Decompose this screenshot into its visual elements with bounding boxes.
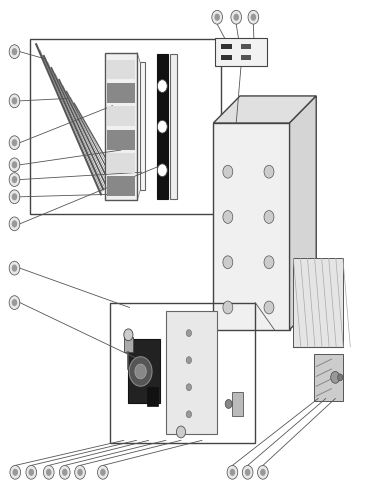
Circle shape xyxy=(186,357,192,364)
Circle shape xyxy=(9,173,20,186)
Circle shape xyxy=(331,371,340,383)
Circle shape xyxy=(12,193,17,200)
Circle shape xyxy=(260,469,266,476)
Circle shape xyxy=(186,330,192,337)
Circle shape xyxy=(135,364,146,379)
Circle shape xyxy=(29,469,34,476)
Bar xyxy=(215,38,267,66)
Circle shape xyxy=(264,256,274,269)
Circle shape xyxy=(9,136,20,150)
Circle shape xyxy=(225,400,232,408)
Circle shape xyxy=(98,465,108,479)
Circle shape xyxy=(245,469,250,476)
Circle shape xyxy=(10,465,21,479)
Circle shape xyxy=(59,465,70,479)
Bar xyxy=(107,130,135,150)
Circle shape xyxy=(26,465,37,479)
Circle shape xyxy=(12,176,17,183)
Circle shape xyxy=(13,469,18,476)
Circle shape xyxy=(231,10,242,24)
Bar xyxy=(241,44,251,49)
Bar xyxy=(124,338,133,352)
Bar xyxy=(166,311,217,434)
Circle shape xyxy=(248,10,259,24)
Circle shape xyxy=(264,211,274,223)
Polygon shape xyxy=(290,96,316,330)
Bar xyxy=(140,62,145,190)
Circle shape xyxy=(12,265,17,272)
Bar xyxy=(232,392,243,416)
Circle shape xyxy=(223,211,233,223)
Bar xyxy=(213,123,290,330)
Bar xyxy=(107,60,135,79)
Circle shape xyxy=(242,465,253,479)
Bar xyxy=(30,39,221,214)
Circle shape xyxy=(124,329,133,340)
Circle shape xyxy=(186,411,192,418)
Circle shape xyxy=(227,465,238,479)
Circle shape xyxy=(75,465,85,479)
Bar xyxy=(107,106,135,126)
Circle shape xyxy=(230,469,235,476)
Bar xyxy=(241,56,251,61)
Circle shape xyxy=(157,121,167,133)
Circle shape xyxy=(9,94,20,108)
Circle shape xyxy=(176,426,186,438)
Circle shape xyxy=(223,165,233,178)
Circle shape xyxy=(129,357,152,386)
Circle shape xyxy=(223,256,233,269)
Circle shape xyxy=(9,261,20,275)
Bar xyxy=(107,177,135,196)
Circle shape xyxy=(9,296,20,309)
Bar xyxy=(221,44,232,49)
Polygon shape xyxy=(213,96,316,123)
Bar xyxy=(128,339,160,403)
Bar xyxy=(147,387,158,406)
Bar xyxy=(170,54,177,199)
Circle shape xyxy=(12,48,17,55)
Bar xyxy=(107,153,135,173)
Circle shape xyxy=(9,217,20,231)
Circle shape xyxy=(264,301,274,314)
Circle shape xyxy=(9,45,20,59)
Circle shape xyxy=(12,220,17,227)
Bar xyxy=(107,83,135,103)
Circle shape xyxy=(234,14,239,21)
Bar xyxy=(105,53,137,200)
Circle shape xyxy=(157,80,167,92)
Bar xyxy=(293,258,343,347)
Circle shape xyxy=(46,469,51,476)
Circle shape xyxy=(157,164,167,177)
Circle shape xyxy=(223,301,233,314)
Bar xyxy=(110,303,255,443)
Circle shape xyxy=(12,299,17,306)
Circle shape xyxy=(12,161,17,168)
Circle shape xyxy=(258,465,268,479)
Circle shape xyxy=(100,469,106,476)
Circle shape xyxy=(62,469,67,476)
Circle shape xyxy=(43,465,54,479)
Circle shape xyxy=(212,10,223,24)
Bar xyxy=(157,54,168,199)
Bar xyxy=(221,56,232,61)
Circle shape xyxy=(186,384,192,391)
Circle shape xyxy=(9,158,20,172)
Circle shape xyxy=(264,165,274,178)
Circle shape xyxy=(338,374,343,381)
Circle shape xyxy=(215,14,220,21)
Circle shape xyxy=(12,97,17,104)
Circle shape xyxy=(9,190,20,204)
Bar xyxy=(314,354,343,401)
Circle shape xyxy=(77,469,83,476)
Circle shape xyxy=(12,139,17,146)
Circle shape xyxy=(251,14,256,21)
